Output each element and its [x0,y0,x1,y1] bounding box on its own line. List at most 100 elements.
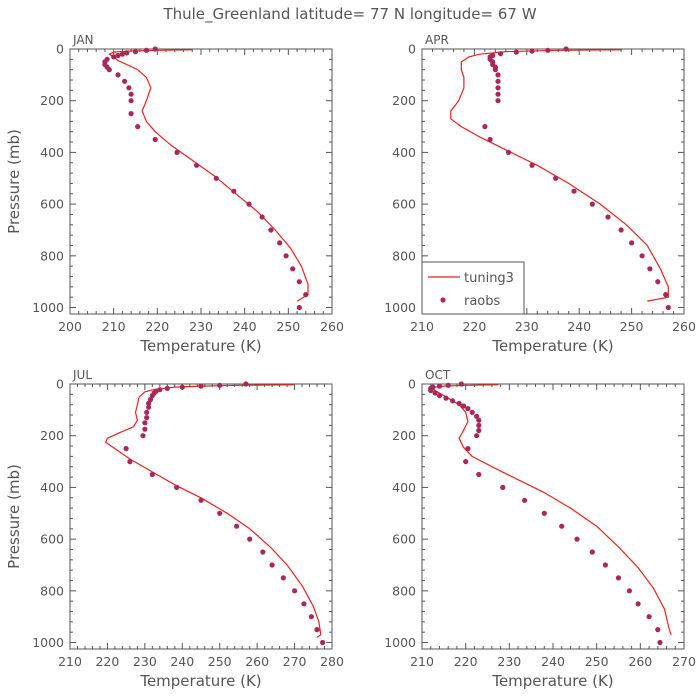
y-tick-label: 600 [392,532,416,547]
raobs-point [152,46,158,52]
raobs-point [655,279,661,285]
legend: tuning3 raobs [421,261,525,315]
raobs-point [259,214,265,220]
raobs-point [602,562,609,568]
raobs-point [529,48,535,54]
raobs-point [474,413,480,419]
raobs-point [474,433,480,439]
raobs-point [164,385,170,391]
raobs-point [647,266,653,272]
model-line-tuning3 [105,384,322,638]
panels: JAN 200 210 220 230 240 250 260 0 200 400 600 800 100… [5,33,696,690]
raobs-point [119,51,125,57]
raobs-point [123,446,129,452]
raobs-point [559,523,565,529]
raobs-point [541,510,547,516]
x-tick-label: 210 [58,654,82,669]
x-tick-label: 250 [276,319,300,334]
raobs-point [127,459,133,465]
raobs-point [476,427,482,434]
raobs-point [589,201,595,207]
raobs-point [149,471,155,478]
x-tick-label: 220 [454,654,478,669]
y-tick-label: 1000 [384,300,416,315]
y-tick-label: 400 [392,145,416,160]
raobs-point [495,85,501,91]
raobs-point [213,175,219,181]
y-tick-label: 0 [56,42,64,57]
raobs-point [149,393,155,399]
raobs-point [140,433,146,439]
x-tick-label: 270 [283,654,307,669]
raobs-point [277,240,283,246]
raobs-point [615,575,622,581]
x-tick-label: 220 [145,319,169,334]
x-tick-label: 260 [672,319,696,334]
raobs-point [618,227,624,233]
raobs-point [635,601,641,607]
raobs-point [122,78,128,84]
raobs-point [495,91,501,97]
raobs-point [492,67,498,73]
x-tick-label: 250 [620,319,644,334]
x-tick-label: 240 [541,654,565,669]
raobs-point [522,497,528,503]
raobs-point [456,400,462,406]
raobs-point [458,381,464,387]
model-line-tuning3 [108,49,309,302]
y-tick-label: 600 [40,197,64,212]
raobs-point [260,549,266,555]
raobs-point [147,396,154,403]
y-axis-title: Pressure (mb) [5,464,23,569]
raobs-point [463,459,469,465]
raobs-point [655,627,661,633]
raobs-point [174,484,180,490]
raobs-point [663,292,669,298]
raobs-point [432,390,438,396]
raobs-point [657,639,663,646]
raobs-point [450,398,456,404]
raobs-point [247,536,253,542]
model-line-tuning3 [432,384,672,635]
panel-label: APR [425,33,449,47]
x-tick-label: 230 [189,319,213,334]
raobs-point [563,46,569,52]
y-tick-label: 400 [40,145,64,160]
y-tick-label: 400 [392,480,416,495]
raobs-point [571,188,577,194]
raobs-point [505,149,512,155]
raobs-point [146,404,152,410]
raobs-point [128,98,134,104]
x-tick-label: 210 [102,319,126,334]
x-tick-label: 220 [95,654,119,669]
raobs-point [476,422,482,428]
raobs-point [495,78,501,84]
y-tick-label: 0 [408,377,416,392]
x-tick-label: 280 [320,654,344,669]
x-tick-label: 240 [170,654,194,669]
raobs-point [198,497,204,503]
raobs-point [132,49,139,55]
y-tick-label: 200 [392,93,416,108]
y-tick-label: 200 [392,428,416,443]
x-axis-title: Temperature (K) [491,672,613,690]
x-axis-title: Temperature (K) [139,672,261,690]
y-tick-label: 800 [392,583,416,598]
x-tick-label: 220 [462,319,486,334]
raobs-point [217,510,223,516]
legend-box [421,261,525,315]
x-axis-title: Temperature (K) [491,337,613,355]
plot-frame [421,48,685,315]
raobs-point [142,420,148,426]
raobs-point [144,409,150,415]
raobs-point [314,627,320,633]
raobs-point [460,403,467,409]
raobs-point [495,72,501,78]
x-tick-label: 230 [497,654,521,669]
x-tick-label: 250 [585,654,609,669]
x-tick-label: 250 [208,654,232,669]
raobs-point [469,409,475,415]
raobs-point [529,162,535,168]
panel-label: JAN [72,33,94,47]
